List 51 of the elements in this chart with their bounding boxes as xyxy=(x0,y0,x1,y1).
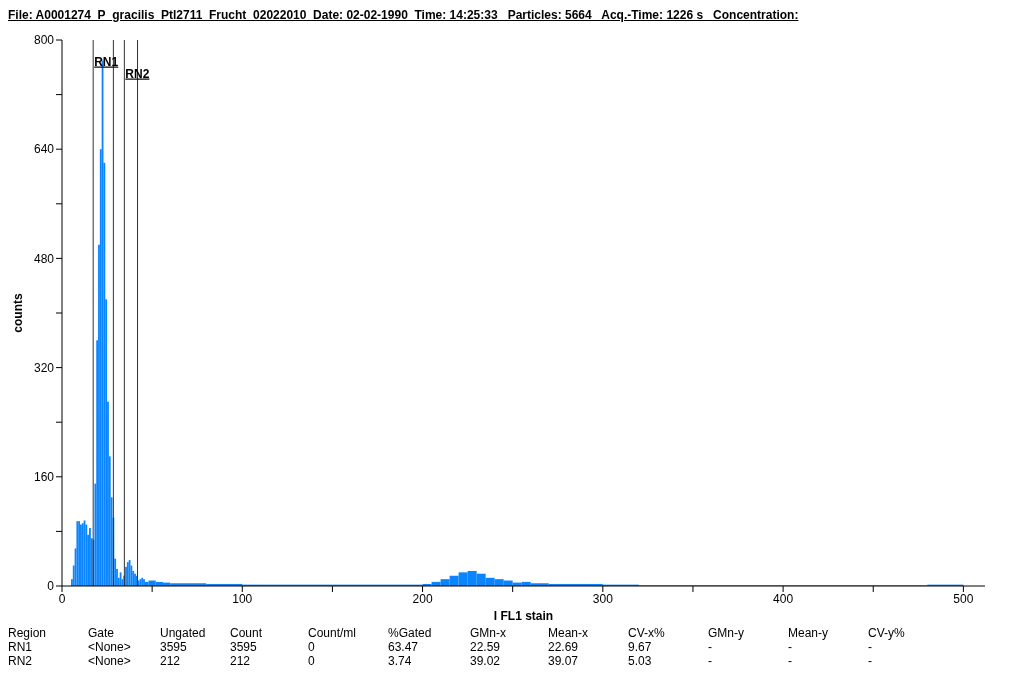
text: 63.47 xyxy=(388,640,419,654)
text: GMn-x xyxy=(470,626,506,640)
y-tick-label: 320 xyxy=(33,360,55,375)
x-tick-label: 100 xyxy=(232,591,253,606)
y-tick-label: 640 xyxy=(33,142,55,157)
text: GMn-y xyxy=(708,626,744,640)
text: - xyxy=(868,640,872,654)
y-tick-label: 480 xyxy=(33,251,55,266)
text: CV-y% xyxy=(868,626,905,640)
x-tick-label: 400 xyxy=(773,591,794,606)
text: CV-x% xyxy=(628,626,665,640)
text: 5.03 xyxy=(628,654,652,668)
text: %Gated xyxy=(388,626,432,640)
text: 3595 xyxy=(160,640,187,654)
text: 212 xyxy=(230,654,251,668)
x-tick-label: 200 xyxy=(412,591,433,606)
text: Gate xyxy=(88,626,115,640)
y-tick-label: 0 xyxy=(47,579,55,594)
text: <None> xyxy=(88,654,131,668)
text: 0 xyxy=(308,654,315,668)
text: - xyxy=(788,640,792,654)
text: Ungated xyxy=(160,626,206,640)
x-axis-title: I FL1 stain xyxy=(493,609,554,623)
text: RN2 xyxy=(8,654,33,668)
text: <None> xyxy=(88,640,131,654)
text: - xyxy=(708,640,712,654)
text: Count xyxy=(230,626,263,640)
y-axis-title: counts xyxy=(11,293,26,333)
text: Region xyxy=(8,626,47,640)
text: 0 xyxy=(308,640,315,654)
text: 9.67 xyxy=(628,640,652,654)
text: - xyxy=(788,654,792,668)
text: RN1 xyxy=(8,640,33,654)
text: 3.74 xyxy=(388,654,412,668)
text: Mean-x xyxy=(548,626,589,640)
text: 3595 xyxy=(230,640,257,654)
text: - xyxy=(708,654,712,668)
x-tick-label: 0 xyxy=(58,591,66,606)
text: 39.07 xyxy=(548,654,579,668)
y-tick-label: 800 xyxy=(33,33,55,48)
text: 212 xyxy=(160,654,181,668)
text: Mean-y xyxy=(788,626,829,640)
x-tick-label: 500 xyxy=(953,591,974,606)
text: Count/ml xyxy=(308,626,357,640)
text: 22.69 xyxy=(548,640,579,654)
x-tick-label: 300 xyxy=(592,591,614,606)
text: - xyxy=(868,654,872,668)
text: 22.59 xyxy=(470,640,501,654)
y-tick-label: 160 xyxy=(33,470,55,485)
text: 39.02 xyxy=(470,654,501,668)
chart-title: File: A0001274_P_gracilis_Ptl2711_Frucht_02022010 Date: 02-02-1990 Time: 14:25:33 Particles: 5664 Acq.-Time: 1226 s Concentration: xyxy=(8,8,800,24)
